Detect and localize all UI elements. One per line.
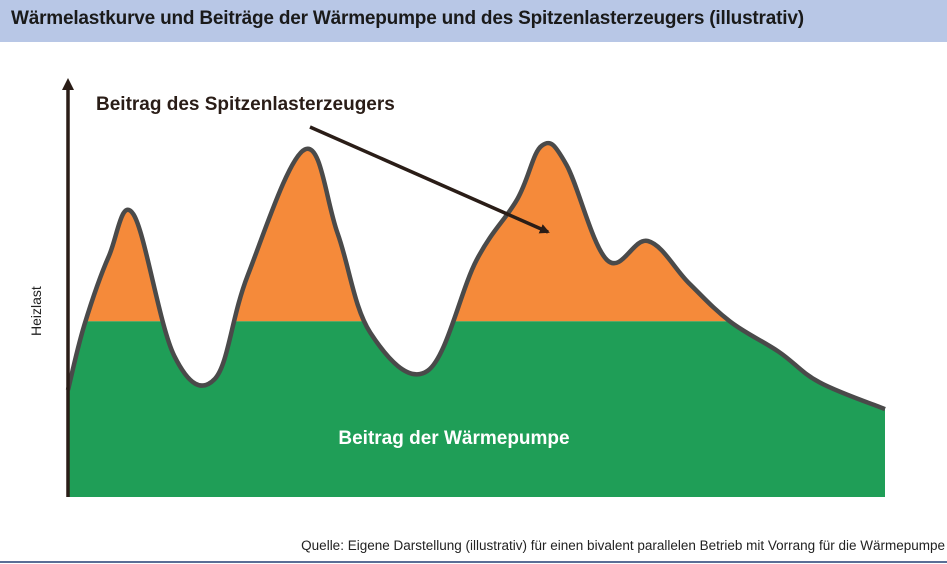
- peak-load-area: [68, 143, 885, 322]
- annotation-arrow: [309, 125, 550, 234]
- title-bar: Wärmelastkurve und Beiträge der Wärmepum…: [0, 0, 947, 42]
- load-curve-line: [65, 140, 886, 412]
- source-note: Quelle: Eigene Darstellung (illustrativ)…: [301, 538, 945, 553]
- y-axis-label: Heizlast: [28, 286, 44, 336]
- heat-pump-label: Beitrag der Wärmepumpe: [338, 428, 569, 449]
- heat-pump-area: [68, 321, 885, 497]
- chart-title: Wärmelastkurve und Beiträge der Wärmepum…: [11, 8, 804, 29]
- footer-rule: [0, 561, 947, 563]
- peak-load-label: Beitrag des Spitzenlasterzeugers: [96, 94, 395, 115]
